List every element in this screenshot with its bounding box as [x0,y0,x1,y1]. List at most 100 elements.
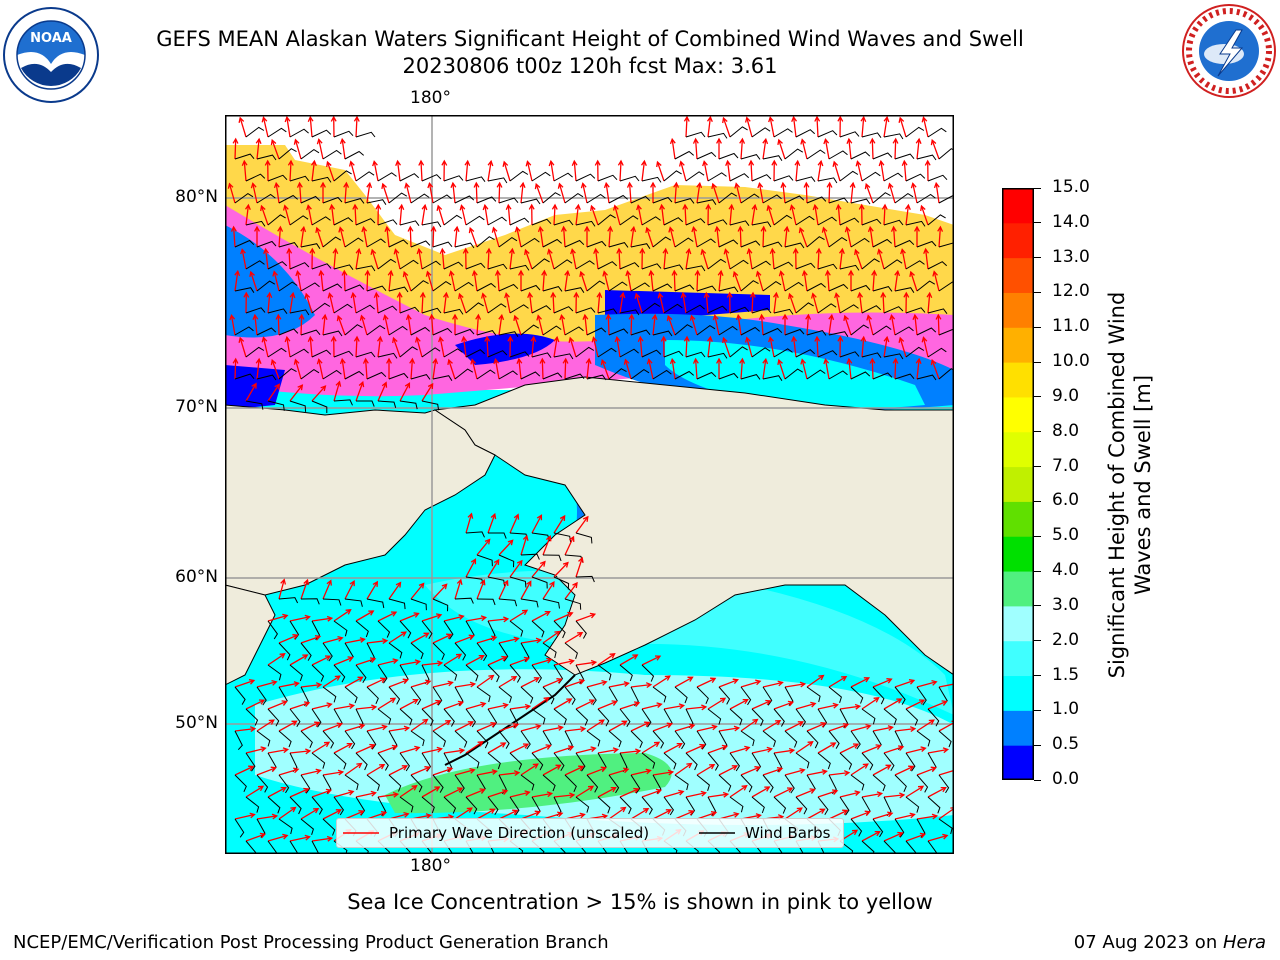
wave-direction-arrowhead [412,698,419,705]
wind-barb [927,127,947,138]
wind-barb [674,774,689,791]
wind-barb [245,708,259,726]
wave-direction-arrow [267,834,288,842]
wind-barb [421,174,442,182]
wind-barb [586,374,607,381]
wave-direction-arrowhead [434,786,441,792]
wind-barb [520,198,541,205]
wave-direction-arrowhead [395,159,402,167]
wave-direction-arrowhead [556,678,563,684]
wind-barb [256,240,277,248]
wave-direction-arrow [892,226,896,248]
wind-barbs-legend-icon [699,832,735,834]
wind-barb [894,774,907,792]
wave-direction-arrowhead [625,269,632,277]
wind-barb [718,192,738,204]
wind-barb [278,281,298,292]
wave-direction-arrowhead [557,811,564,818]
wave-direction-arrowhead [439,247,446,254]
wave-direction-arrowhead [837,115,844,122]
wave-direction-arrowhead [326,835,334,842]
wind-barb [454,195,475,204]
colorbar-tick-label: 5.0 [1052,525,1080,546]
wind-barb [278,597,299,604]
wave-direction-arrow [366,581,378,600]
wave-direction-arrowhead [755,679,762,686]
wind-barb [795,215,815,226]
wave-direction-arrowhead [277,225,284,232]
wave-direction-arrow [487,704,508,710]
wave-direction-arrowhead [381,724,388,731]
wave-direction-arrowhead [332,247,339,254]
wave-direction-arrowhead [524,248,530,256]
wave-direction-arrowhead [748,159,755,166]
wave-direction-arrow [667,315,676,336]
wave-direction-arrowhead [315,768,322,775]
wave-direction-arrowhead [320,385,327,392]
wave-direction-arrow [256,359,260,380]
wave-direction-arrowhead [855,160,862,167]
wave-direction-arrowhead [585,357,592,364]
wave-direction-arrowhead [293,681,300,687]
wave-direction-arrow [718,727,739,732]
wind-barb [905,126,925,138]
wave-direction-arrowhead [249,726,257,733]
wind-barb [707,258,727,270]
wind-barb [872,238,893,248]
wave-direction-arrow [420,160,423,182]
wave-direction-arrowhead [314,635,322,641]
wind-barb [542,192,561,204]
wave-direction-arrow [696,811,717,820]
wave-direction-arrowhead [335,809,343,815]
wave-direction-arrow [916,767,936,776]
wind-barb [454,328,475,336]
wave-direction-arrowhead [490,512,497,520]
wind-barb [597,174,618,182]
wave-direction-arrowhead [491,635,498,642]
wave-direction-arrowhead [737,225,744,232]
wind-barb [795,752,810,769]
wind-barb [696,285,717,292]
wave-direction-arrowhead [920,204,926,212]
wave-direction-arrow [707,697,726,710]
wave-direction-arrowhead [560,225,567,232]
wave-direction-arrowhead [898,116,905,123]
wind-barb [751,796,765,814]
wind-barb [619,215,639,226]
wave-direction-arrowhead [596,291,603,298]
colorbar-swatch [1002,501,1034,537]
wave-direction-arrow [707,745,728,754]
wind-barb [531,664,543,684]
wave-direction-arrowhead [326,615,334,622]
wave-direction-arrowhead [766,746,773,753]
wind-barb [421,400,440,411]
wave-direction-arrowhead [579,812,586,819]
wave-direction-arrowhead [514,226,521,233]
wave-direction-arrowhead [471,269,478,277]
wind-barb [641,796,653,815]
wave-direction-arrow [487,742,506,754]
wave-direction-arrowhead [566,698,573,704]
wave-direction-arrow [388,631,407,644]
wave-direction-arrow [905,205,910,226]
wave-direction-arrowhead [303,578,309,586]
wave-direction-arrowhead [857,291,864,299]
wave-direction-arrow [696,183,701,204]
wave-direction-arrow [619,702,640,710]
wave-direction-arrowhead [923,247,930,255]
wave-direction-arrow [751,786,770,798]
wave-direction-arrow [542,726,563,732]
wind-barb [652,283,673,292]
wave-direction-arrow [828,723,849,732]
wave-direction-arrowhead [562,357,569,364]
wave-direction-arrow [848,139,852,160]
wind-barb [773,708,785,727]
wind-barb [850,686,864,704]
wave-direction-arrow [564,271,569,292]
wave-direction-arrowhead [701,704,708,711]
wind-barb [520,598,539,608]
wind-barb [388,286,409,293]
wave-direction-arrow [469,227,478,248]
wind-barb [465,176,486,182]
wave-direction-arrowhead [280,578,287,585]
